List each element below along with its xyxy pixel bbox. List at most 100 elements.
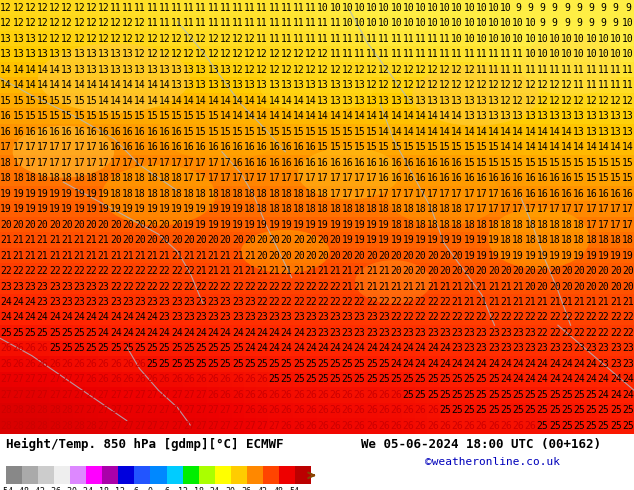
- Text: 21: 21: [378, 282, 390, 292]
- Text: 14: 14: [476, 126, 488, 137]
- Text: 10: 10: [342, 18, 353, 28]
- Text: 0: 0: [148, 487, 153, 490]
- Text: 10: 10: [403, 3, 414, 13]
- Text: 27: 27: [171, 390, 183, 400]
- Text: 23: 23: [86, 297, 97, 307]
- Text: 17: 17: [86, 158, 97, 168]
- Text: 19: 19: [512, 250, 524, 261]
- Text: 17: 17: [610, 220, 621, 230]
- Text: 27: 27: [195, 421, 207, 431]
- Text: 11: 11: [598, 80, 609, 90]
- Text: 16: 16: [74, 126, 85, 137]
- Text: 20: 20: [305, 235, 317, 245]
- Text: 20: 20: [610, 282, 621, 292]
- Text: 11: 11: [366, 49, 378, 59]
- Text: 23: 23: [25, 282, 36, 292]
- Text: 24: 24: [391, 343, 402, 353]
- Text: 15: 15: [598, 158, 609, 168]
- Text: 26: 26: [134, 359, 146, 369]
- Text: 22: 22: [622, 313, 634, 322]
- Text: 11: 11: [585, 80, 597, 90]
- Text: 12: 12: [463, 65, 476, 74]
- Text: 25: 25: [573, 390, 585, 400]
- Text: 12: 12: [549, 80, 560, 90]
- Text: 22: 22: [171, 266, 183, 276]
- Text: 22: 22: [403, 313, 414, 322]
- Text: 12: 12: [415, 80, 427, 90]
- Text: 11: 11: [158, 18, 171, 28]
- Text: 19: 19: [622, 250, 634, 261]
- Text: 21: 21: [549, 297, 560, 307]
- Text: 26: 26: [256, 374, 268, 385]
- Text: 11: 11: [122, 3, 134, 13]
- Text: 11: 11: [207, 3, 219, 13]
- Text: 12: 12: [537, 80, 548, 90]
- Ellipse shape: [13, 126, 114, 178]
- Text: 13: 13: [122, 49, 134, 59]
- Text: 12: 12: [354, 65, 366, 74]
- Text: 26: 26: [25, 343, 36, 353]
- Text: 17: 17: [573, 204, 585, 214]
- Text: 16: 16: [354, 158, 366, 168]
- Text: 25: 25: [281, 359, 292, 369]
- Text: 23: 23: [220, 297, 231, 307]
- Text: 11: 11: [268, 34, 280, 44]
- Text: 19: 19: [49, 189, 61, 198]
- Text: 17: 17: [183, 173, 195, 183]
- Text: 10: 10: [415, 3, 427, 13]
- Text: 25: 25: [232, 343, 243, 353]
- Text: 27: 27: [49, 374, 61, 385]
- Text: 25: 25: [415, 390, 427, 400]
- Text: 25: 25: [0, 328, 12, 338]
- Text: 23: 23: [463, 343, 476, 353]
- Text: 13: 13: [463, 111, 476, 121]
- Text: 26: 26: [500, 421, 512, 431]
- Text: 15: 15: [610, 158, 621, 168]
- Text: 20: 20: [598, 282, 609, 292]
- Text: 23: 23: [622, 359, 634, 369]
- Text: 18: 18: [463, 220, 476, 230]
- Text: 14: 14: [342, 111, 353, 121]
- Text: 28: 28: [49, 421, 61, 431]
- Text: 12: 12: [512, 96, 524, 106]
- Text: 11: 11: [256, 3, 268, 13]
- Text: 26: 26: [281, 405, 292, 416]
- Text: 23: 23: [317, 328, 329, 338]
- Text: 23: 23: [134, 297, 146, 307]
- Text: 27: 27: [86, 405, 97, 416]
- Text: 16: 16: [451, 158, 463, 168]
- Text: 18: 18: [415, 204, 427, 214]
- Text: 48: 48: [274, 487, 283, 490]
- Text: 12: 12: [158, 34, 171, 44]
- Text: 21: 21: [561, 297, 573, 307]
- Text: 9: 9: [588, 18, 594, 28]
- Text: 27: 27: [37, 390, 49, 400]
- Text: 28: 28: [37, 421, 49, 431]
- Text: 10: 10: [354, 3, 366, 13]
- Text: 14: 14: [61, 80, 73, 90]
- Text: 12: 12: [178, 487, 188, 490]
- Text: 12: 12: [403, 80, 414, 90]
- Text: 16: 16: [537, 189, 548, 198]
- Text: 12: 12: [61, 18, 73, 28]
- Text: 27: 27: [134, 390, 146, 400]
- Text: 25: 25: [183, 343, 195, 353]
- Text: 20: 20: [439, 266, 451, 276]
- Text: 14: 14: [244, 111, 256, 121]
- Text: 13: 13: [61, 65, 73, 74]
- Text: 26: 26: [305, 405, 317, 416]
- Text: 13: 13: [281, 80, 292, 90]
- Text: 16: 16: [244, 142, 256, 152]
- Text: 23: 23: [37, 297, 49, 307]
- Text: 20: 20: [256, 250, 268, 261]
- Text: 18: 18: [171, 189, 183, 198]
- Text: 13: 13: [49, 49, 61, 59]
- Text: 16: 16: [403, 173, 414, 183]
- Text: 16: 16: [281, 158, 292, 168]
- Text: 18: 18: [281, 189, 292, 198]
- Text: 13: 13: [622, 111, 634, 121]
- Text: 12: 12: [0, 3, 12, 13]
- Text: 17: 17: [293, 173, 304, 183]
- Text: 12: 12: [378, 65, 390, 74]
- Text: 15: 15: [281, 126, 292, 137]
